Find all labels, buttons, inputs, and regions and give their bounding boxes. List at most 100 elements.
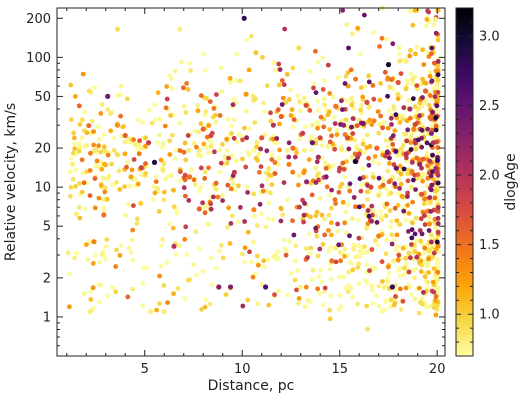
scatter-point — [169, 132, 175, 138]
scatter-point — [321, 124, 327, 130]
scatter-point — [422, 245, 428, 251]
scatter-point — [73, 211, 80, 217]
scatter-point — [173, 148, 179, 153]
scatter-point — [182, 172, 188, 178]
scatter-point — [387, 155, 392, 161]
scatter-point — [88, 288, 94, 294]
scatter-point — [102, 185, 108, 191]
scatter-point — [200, 126, 206, 132]
scatter-point — [423, 23, 429, 29]
scatter-point — [421, 62, 427, 67]
scatter-point — [326, 212, 332, 218]
scatter-point — [410, 268, 416, 274]
scatter-point — [154, 307, 160, 313]
scatter-point — [126, 202, 131, 208]
scatter-point — [344, 230, 349, 236]
scatter-point — [347, 181, 353, 187]
scatter-point — [385, 62, 392, 68]
scatter-point — [297, 204, 302, 210]
scatter-point — [400, 245, 406, 251]
scatter-point — [295, 301, 301, 306]
scatter-point — [167, 138, 173, 144]
scatter-point — [284, 71, 290, 77]
scatter-point — [418, 258, 424, 264]
scatter-point — [211, 194, 216, 200]
scatter-point — [356, 235, 362, 241]
scatter-point — [129, 237, 135, 243]
scatter-point — [122, 139, 128, 145]
scatter-point — [140, 120, 146, 125]
scatter-point — [213, 180, 219, 186]
scatter-point — [115, 93, 120, 98]
scatter-point — [330, 94, 336, 100]
scatter-point — [283, 100, 289, 105]
scatter-point — [432, 195, 438, 201]
x-axis: 5 10 15 20 — [66, 8, 445, 377]
scatter-point — [67, 271, 73, 277]
scatter-point — [389, 232, 395, 238]
scatter-point — [185, 133, 191, 138]
scatter-point — [332, 121, 338, 126]
scatter-point — [430, 152, 435, 158]
scatter-point — [403, 86, 409, 92]
scatter-point — [395, 96, 401, 102]
scatter-point — [343, 117, 349, 123]
scatter-point — [325, 144, 331, 149]
scatter-point — [161, 189, 167, 195]
scatter-point — [262, 109, 267, 115]
scatter-point — [375, 242, 381, 248]
scatter-point — [356, 281, 362, 287]
scatter-point — [326, 248, 332, 254]
scatter-point — [137, 138, 143, 144]
scatter-point — [387, 208, 393, 214]
scatter-point — [389, 174, 395, 180]
scatter-point — [281, 82, 287, 88]
scatter-point — [251, 207, 257, 213]
scatter-point — [254, 144, 260, 150]
scatter-point — [164, 260, 170, 265]
scatter-point — [204, 95, 209, 101]
scatter-point — [88, 297, 94, 302]
scatter-point — [155, 140, 161, 146]
scatter-point — [171, 204, 177, 210]
scatter-point — [71, 130, 76, 136]
scatter-point — [218, 160, 224, 166]
scatter-point — [140, 303, 146, 309]
scatter-point — [378, 209, 384, 215]
scatter-point — [70, 161, 76, 167]
scatter-point — [431, 135, 437, 140]
scatter-point — [79, 189, 85, 195]
scatter-point — [186, 198, 192, 203]
scatter-point — [332, 245, 338, 251]
scatter-point — [374, 220, 380, 225]
colorbar-tick-label: 2.5 — [479, 99, 500, 114]
scatter-point — [367, 268, 372, 273]
scatter-point — [288, 271, 294, 276]
scatter-point — [371, 118, 377, 124]
scatter-point — [97, 299, 102, 305]
scatter-point — [389, 122, 394, 127]
scatter-point — [161, 309, 167, 315]
scatter-point — [164, 96, 170, 102]
scatter-point — [296, 173, 302, 179]
scatter-point — [79, 135, 85, 141]
scatter-point — [207, 301, 213, 307]
scatter-point — [365, 197, 370, 202]
scatter-point — [161, 283, 167, 288]
scatter-point — [296, 182, 301, 188]
scatter-point — [313, 180, 319, 185]
scatter-point — [435, 81, 440, 87]
scatter-point — [339, 146, 345, 152]
x-axis-title: Distance, pc — [208, 378, 295, 394]
scatter-point — [130, 258, 136, 263]
scatter-point — [258, 146, 263, 152]
scatter-point — [255, 253, 260, 259]
scatter-point — [400, 298, 406, 304]
scatter-point — [187, 60, 193, 66]
scatter-point — [426, 228, 432, 233]
scatter-point — [105, 93, 111, 99]
scatter-point — [351, 242, 357, 248]
scatter-point — [217, 169, 223, 175]
scatter-point — [425, 175, 431, 181]
scatter-point — [90, 306, 96, 311]
